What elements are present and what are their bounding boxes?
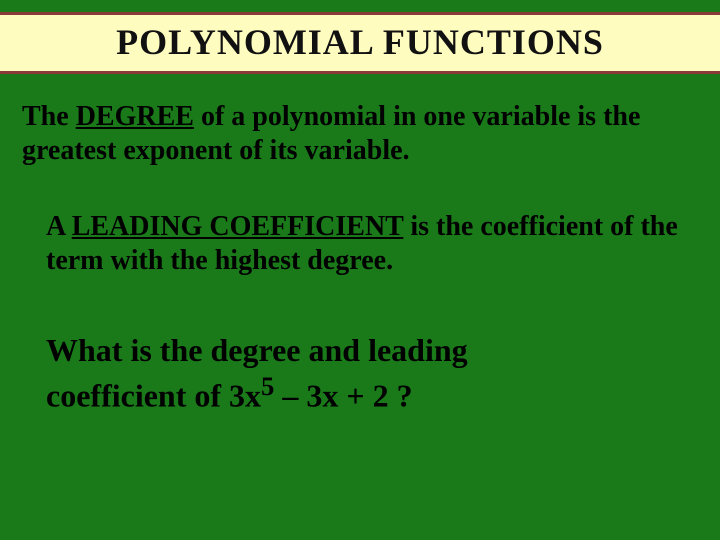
paragraph-degree: The DEGREE of a polynomial in one variab… [22, 100, 698, 167]
p3-line1: What is the degree and leading [46, 332, 468, 368]
p3-exponent: 5 [261, 371, 274, 401]
p2-prefix: A [46, 211, 72, 242]
p2-term: LEADING COEFFICIENT [72, 211, 404, 242]
p3-line2-prefix: coefficient of 3x [46, 378, 261, 414]
paragraph-leading-coefficient: A LEADING COEFFICIENT is the coefficient… [46, 210, 694, 277]
title-band: POLYNOMIAL FUNCTIONS [0, 12, 720, 74]
p1-prefix: The [22, 101, 76, 132]
slide: POLYNOMIAL FUNCTIONS The DEGREE of a pol… [0, 0, 720, 540]
slide-title: POLYNOMIAL FUNCTIONS [116, 22, 604, 62]
p1-term: DEGREE [76, 101, 194, 132]
paragraph-question: What is the degree and leading coefficie… [46, 330, 694, 416]
p3-line2-suffix: – 3x + 2 ? [274, 378, 412, 414]
